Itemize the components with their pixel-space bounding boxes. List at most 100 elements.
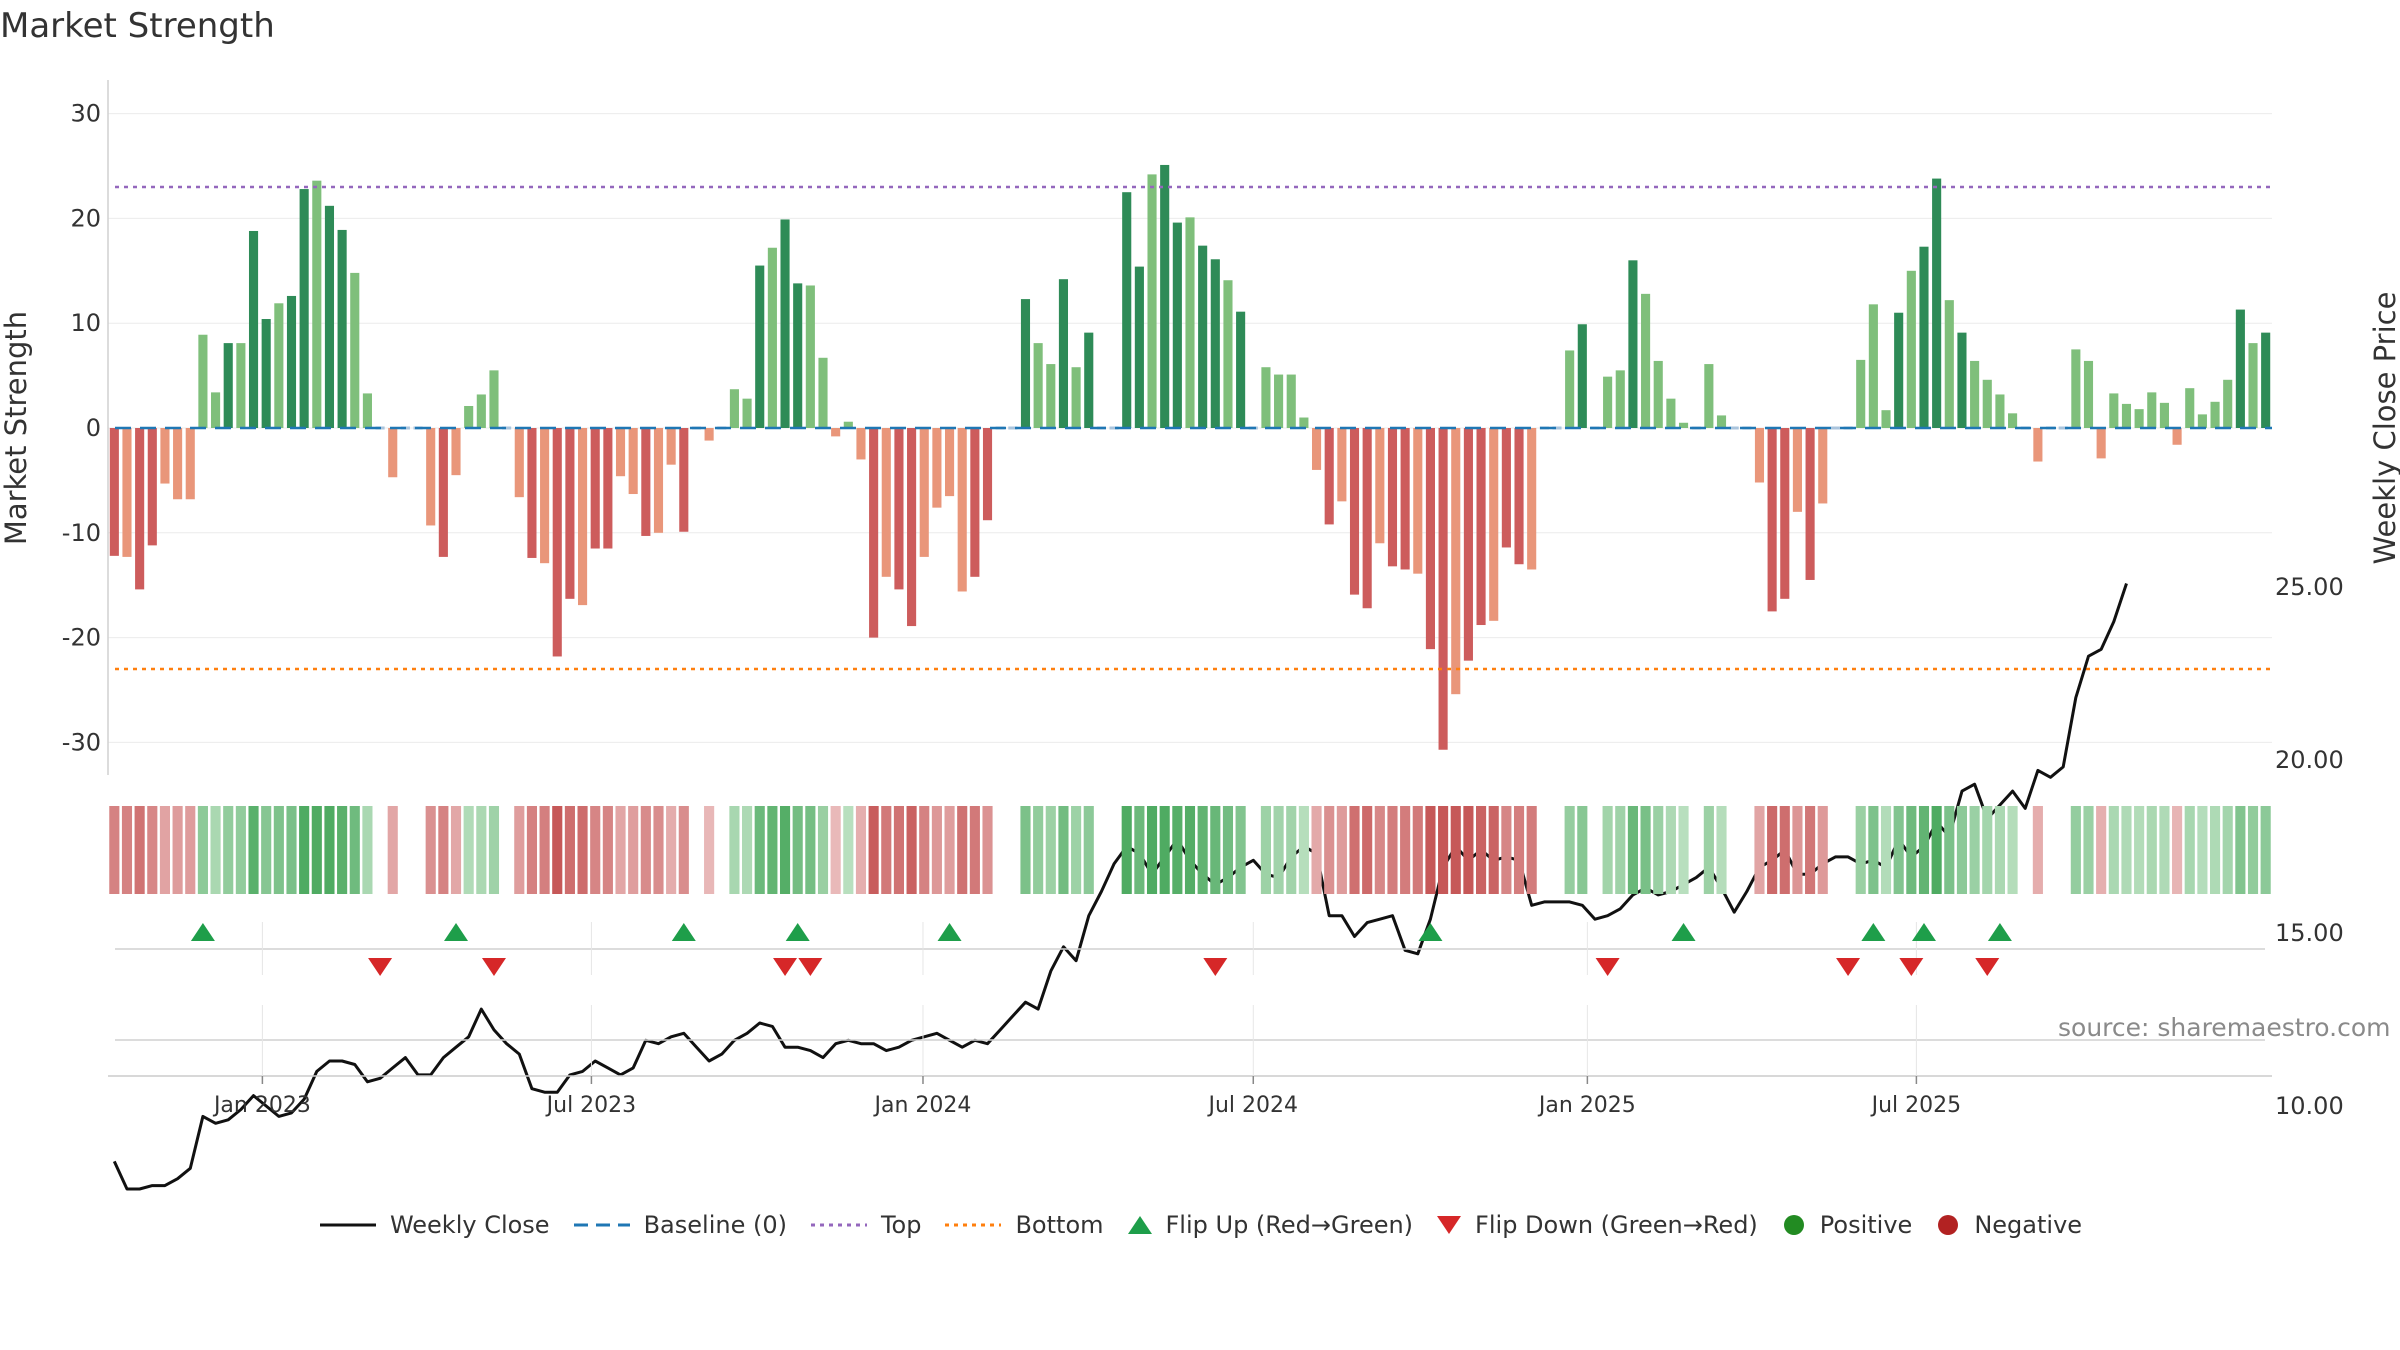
strength-bar bbox=[185, 428, 195, 500]
heatmap-cell bbox=[881, 806, 892, 894]
heatmap-cell bbox=[1045, 806, 1056, 894]
strength-bar bbox=[919, 428, 929, 557]
heatmap-cell bbox=[1982, 806, 1993, 894]
strength-bar bbox=[552, 428, 562, 657]
strength-bar bbox=[1476, 428, 1486, 626]
legend-symbol bbox=[1938, 1215, 1959, 1235]
strength-bar bbox=[1489, 428, 1499, 621]
strength-bar bbox=[1375, 428, 1385, 544]
legend-label: Flip Down (Green→Red) bbox=[1475, 1211, 1758, 1239]
y-tick-label: -20 bbox=[62, 624, 101, 652]
strength-bar bbox=[1425, 428, 1436, 650]
strength-bar bbox=[274, 303, 284, 428]
legend-item: Negative bbox=[1934, 1211, 2082, 1239]
heatmap-cell bbox=[2172, 806, 2183, 894]
heatmap-cell bbox=[248, 806, 259, 894]
strength-bar bbox=[1527, 428, 1537, 570]
strength-bar bbox=[2083, 360, 2094, 428]
heatmap-cell bbox=[2146, 806, 2157, 894]
strength-bar bbox=[843, 421, 853, 428]
strength-bar bbox=[869, 428, 879, 638]
heatmap-cell bbox=[438, 806, 449, 894]
heatmap-cell bbox=[1969, 806, 1980, 894]
strength-bar bbox=[628, 428, 638, 495]
strength-bar bbox=[2109, 393, 2119, 428]
heatmap-cell bbox=[830, 806, 841, 894]
heatmap-cell bbox=[2184, 806, 2195, 894]
strength-bar bbox=[198, 334, 208, 428]
strength-bar bbox=[299, 189, 309, 428]
heatmap-cell bbox=[2032, 806, 2043, 894]
legend-symbol bbox=[1437, 1216, 1462, 1234]
legend-label: Top bbox=[880, 1211, 922, 1239]
heatmap-cell bbox=[742, 806, 753, 894]
heatmap-cell bbox=[678, 806, 689, 894]
heatmap-cell bbox=[1602, 806, 1613, 894]
heatmap-cell bbox=[1678, 806, 1689, 894]
heatmap-cell bbox=[931, 806, 942, 894]
heatmap-cell bbox=[615, 806, 626, 894]
strength-bar bbox=[1362, 428, 1372, 609]
heatmap-cell bbox=[1526, 806, 1537, 894]
strength-bar bbox=[1577, 324, 1587, 428]
heatmap-cell bbox=[2070, 806, 2081, 894]
flip-down-marker bbox=[1595, 958, 1620, 976]
strength-bar bbox=[1995, 394, 2005, 428]
heatmap-cell bbox=[1311, 806, 1322, 894]
legend-symbol bbox=[945, 1223, 1002, 1227]
legend-item: Weekly Close bbox=[318, 1211, 550, 1239]
y-tick-label: -10 bbox=[62, 519, 101, 547]
strength-bar bbox=[2008, 413, 2018, 428]
strength-bar bbox=[1919, 246, 1929, 428]
heatmap-cell bbox=[1868, 806, 1879, 894]
strength-bar bbox=[1463, 428, 1473, 661]
strength-bar bbox=[615, 428, 626, 477]
strength-bar bbox=[1818, 428, 1828, 504]
legend-label: Flip Up (Red→Green) bbox=[1165, 1211, 1414, 1239]
flip-up-marker bbox=[671, 923, 696, 941]
heatmap-cell bbox=[299, 806, 310, 894]
strength-bar bbox=[578, 428, 588, 606]
heatmap-cell bbox=[1564, 806, 1575, 894]
x-tick-label: Jul 2025 bbox=[1870, 1093, 1962, 1118]
heatmap-cell bbox=[185, 806, 196, 894]
x-tick-label: Jul 2024 bbox=[1207, 1093, 1299, 1118]
heatmap-cell bbox=[2007, 806, 2018, 894]
x-tick-label: Jan 2024 bbox=[873, 1093, 972, 1118]
strength-bar bbox=[1970, 360, 1980, 428]
flip-up-marker bbox=[190, 923, 215, 941]
heatmap-cell bbox=[817, 806, 829, 894]
strength-bar bbox=[476, 394, 486, 428]
heatmap-cell bbox=[906, 806, 917, 894]
heatmap-cell bbox=[1956, 806, 1968, 894]
heatmap-cell bbox=[1918, 806, 1930, 894]
strength-bar bbox=[211, 392, 221, 428]
strength-bar bbox=[1552, 426, 1562, 430]
legend-label: Positive bbox=[1819, 1211, 1913, 1239]
heatmap-cell bbox=[1779, 806, 1790, 894]
strength-bar bbox=[502, 426, 512, 430]
strength-bar bbox=[755, 265, 765, 428]
heatmap-cell bbox=[2134, 806, 2145, 894]
legend-item: Baseline (0) bbox=[572, 1211, 787, 1239]
strength-bar bbox=[1678, 422, 1689, 428]
strength-bar bbox=[641, 428, 651, 536]
strength-bar bbox=[1514, 428, 1524, 565]
heatmap-cell bbox=[1488, 806, 1499, 894]
legend-symbol bbox=[573, 1223, 630, 1227]
heatmap-cell bbox=[1931, 806, 1942, 894]
heatmap-cell bbox=[1880, 806, 1892, 894]
heatmap-cell bbox=[1260, 806, 1271, 894]
heatmap-cell bbox=[1577, 806, 1588, 894]
heatmap-cell bbox=[1083, 806, 1094, 894]
heatmap-cell bbox=[1817, 806, 1828, 894]
flip-up-marker bbox=[1911, 923, 1936, 941]
strength-bar bbox=[1387, 428, 1398, 567]
strength-bar bbox=[856, 428, 866, 460]
legend-symbol bbox=[810, 1223, 867, 1227]
strength-bar bbox=[362, 393, 372, 428]
y2-tick-label: 20.00 bbox=[2275, 746, 2344, 774]
heatmap-cell bbox=[1374, 806, 1385, 894]
heatmap-cell bbox=[324, 806, 335, 894]
heatmap-cell bbox=[1210, 806, 1221, 894]
